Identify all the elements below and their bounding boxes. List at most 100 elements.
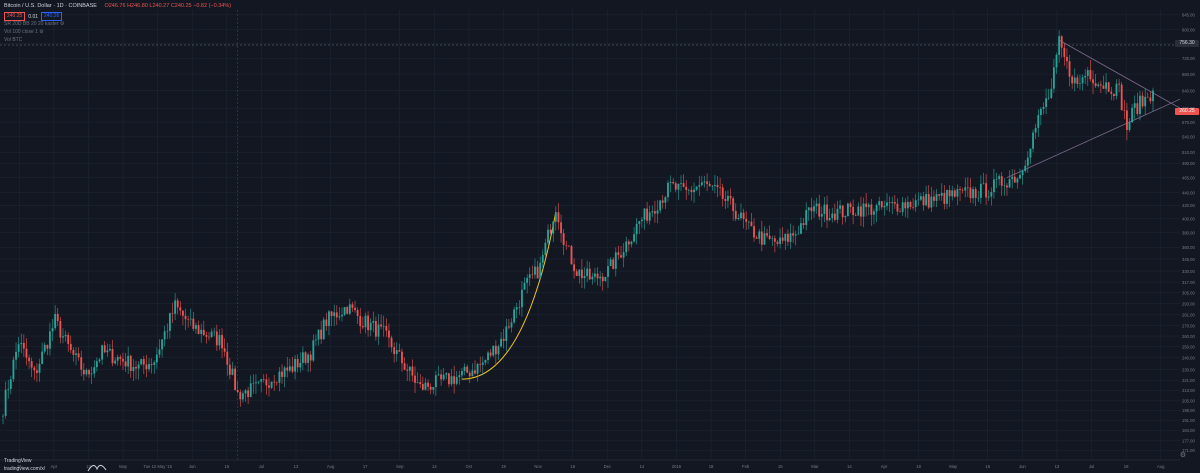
candle-body [870, 204, 873, 215]
candle-body [693, 189, 695, 193]
candle-body [41, 351, 44, 364]
candle-body [844, 216, 847, 218]
candle-body [979, 183, 982, 198]
y-tick-label: 360.00 [1182, 245, 1195, 250]
last-price-tag: 260.25 [1175, 108, 1199, 115]
candle-body [760, 231, 763, 245]
candle-body [275, 382, 278, 384]
candle-body [920, 196, 922, 200]
candle-body [776, 241, 779, 244]
candle-body [479, 363, 482, 365]
candle-body [1131, 107, 1134, 123]
candle-body [753, 226, 755, 238]
y-tick-label: 680.00 [1182, 72, 1195, 77]
candle-body [88, 370, 90, 375]
candle-body [487, 352, 489, 361]
x-tick-label: Tue 12 May '15 [143, 464, 172, 469]
candle-body [721, 187, 724, 199]
candle-body [1105, 82, 1107, 89]
candle-body [787, 233, 789, 242]
sell-button[interactable]: 240.25 [4, 12, 26, 21]
candle-body [570, 246, 573, 265]
candle-body [541, 255, 544, 263]
candle-body [591, 276, 594, 280]
candle-body [1068, 61, 1071, 77]
candle-body [773, 238, 776, 242]
candle-body [614, 252, 617, 269]
candle-body [1021, 171, 1024, 175]
buy-button[interactable]: 240.26 [41, 12, 63, 21]
candle-body [291, 366, 294, 372]
candle-body [661, 200, 664, 203]
candle-body [547, 229, 549, 243]
candle-body [1000, 176, 1003, 186]
candle-body [667, 182, 669, 198]
candle-body [202, 329, 205, 336]
x-tick-label: May [119, 464, 128, 469]
x-tick-label: 14 [847, 464, 852, 469]
candle-body [95, 361, 98, 368]
x-axis: 16 Apr 13 May Tue 12 May '15 Jun 15 Jul 13 Aug 17 S… [0, 459, 1180, 469]
candle-body [369, 322, 372, 331]
candle-body [951, 190, 954, 197]
candle-body [265, 379, 268, 386]
candle-body [320, 329, 323, 340]
candle-body [846, 203, 849, 217]
x-tick-label: Oct [466, 464, 473, 469]
x-tick-label: 18 [709, 464, 714, 469]
candle-body [742, 212, 745, 219]
candle-body [466, 366, 469, 373]
candle-body [964, 187, 967, 191]
candle-body [995, 179, 998, 180]
candle-body [132, 367, 135, 372]
indicator-legend-3[interactable]: Vol BTC [4, 37, 23, 43]
candle-body [959, 189, 961, 190]
candle-body [341, 314, 343, 317]
x-tick-label: Sep [396, 464, 404, 469]
candle-body [448, 373, 450, 385]
candle-body [536, 266, 539, 279]
candle-body [385, 326, 388, 331]
candle-body [966, 187, 969, 188]
candle-body [925, 193, 928, 206]
candle-body [893, 202, 896, 204]
chart-header: Bitcoin / U.S. Dollar · 1D · COINBASE O2… [4, 2, 231, 10]
candle-body [69, 343, 72, 350]
candle-body [393, 347, 396, 355]
candle-body [747, 221, 750, 223]
candle-body [700, 182, 703, 186]
candle-body [953, 190, 956, 197]
candle-body [247, 390, 250, 398]
candle-body [129, 355, 132, 372]
candle-body [917, 199, 920, 201]
indicator-legend-2[interactable]: Vol 100 close 1 ⚙ [4, 29, 44, 35]
candle-body [1115, 83, 1118, 96]
candle-body [137, 364, 140, 369]
candle-body [1066, 56, 1068, 62]
candle-body [695, 186, 698, 190]
candle-body [1084, 75, 1087, 78]
candle-body [839, 205, 841, 209]
candle-body [106, 350, 109, 353]
candle-body [901, 202, 904, 213]
candle-body [476, 363, 479, 374]
candle-body [325, 319, 328, 326]
candle-body [502, 338, 505, 341]
y-tick-label: 720.00 [1182, 56, 1195, 61]
candle-body [565, 244, 568, 246]
tradingview-logo[interactable]: TradingView [4, 458, 32, 464]
indicator-legend-1[interactable]: SR 20D BB 20 20 kaster ⚙ [4, 21, 65, 27]
candle-body [946, 190, 948, 204]
x-tick-label: Jul [259, 464, 264, 469]
candle-body [1034, 127, 1037, 133]
x-tick-label: Mar [811, 464, 819, 469]
x-tick-label: 13 [294, 464, 299, 469]
candle-body [833, 213, 836, 220]
settings-gear-icon[interactable]: ⚙ [1179, 452, 1186, 459]
candle-body [343, 307, 346, 315]
candle-body [1107, 82, 1110, 92]
candle-body [437, 374, 440, 376]
symbol-title[interactable]: Bitcoin / U.S. Dollar · 1D · COINBASE [4, 3, 97, 9]
annotation-lines [0, 10, 1181, 460]
